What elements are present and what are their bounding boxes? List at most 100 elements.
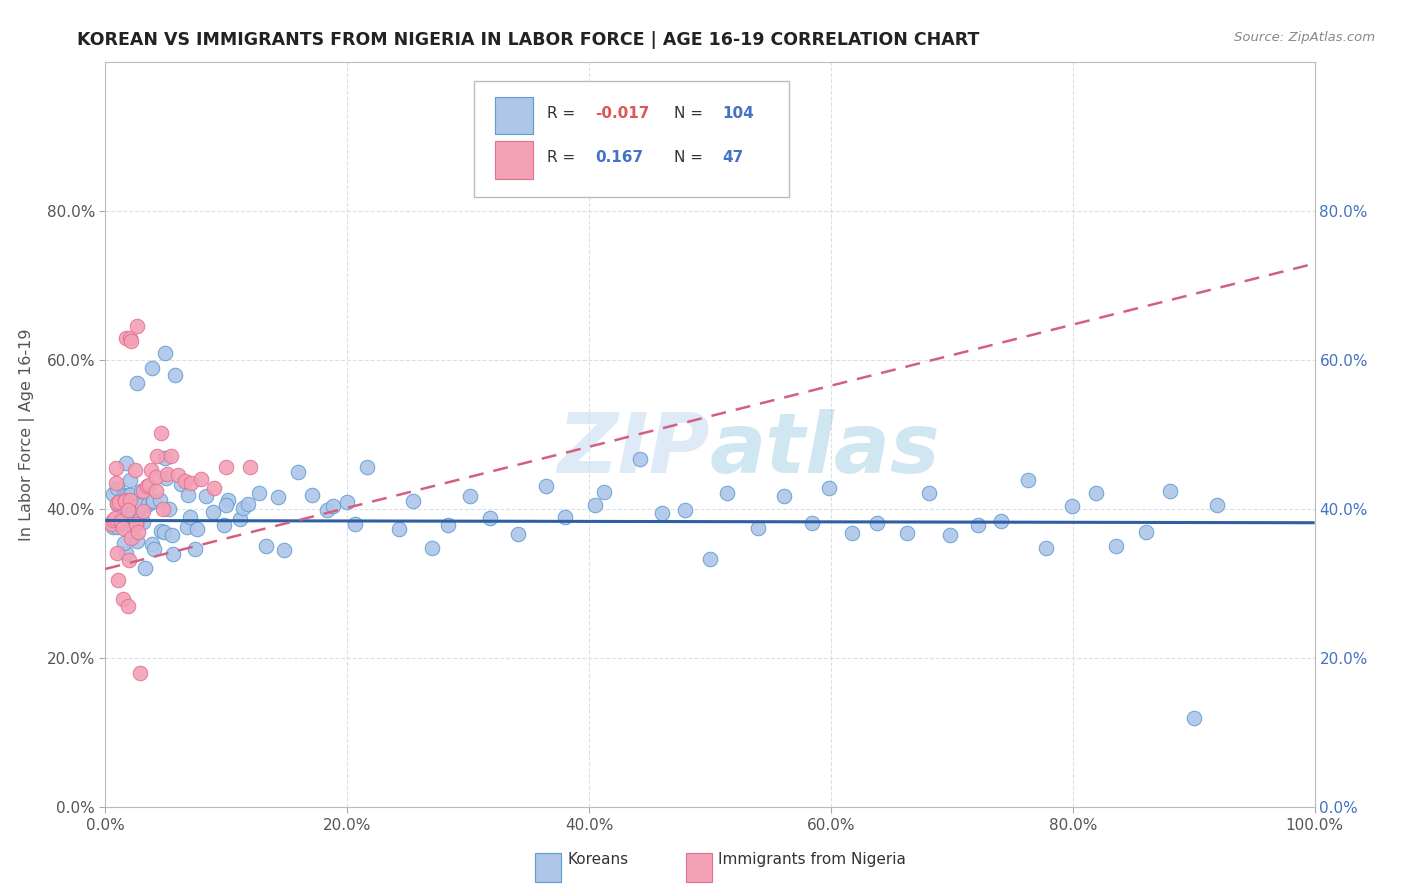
Point <box>134 499 156 513</box>
Point <box>125 517 148 532</box>
Point <box>150 524 173 539</box>
Point <box>132 504 155 518</box>
Point <box>145 470 167 484</box>
Point <box>1206 498 1229 512</box>
Point <box>651 506 673 520</box>
Point <box>592 484 614 499</box>
Point <box>111 591 134 606</box>
Point <box>918 486 941 500</box>
Point <box>322 500 344 514</box>
Point <box>122 521 145 535</box>
Point <box>128 513 150 527</box>
Point <box>156 467 179 482</box>
Point <box>236 497 259 511</box>
Point <box>673 503 696 517</box>
Point <box>134 561 156 575</box>
Point <box>139 463 162 477</box>
Point <box>153 346 176 360</box>
Point <box>104 510 127 524</box>
Point <box>273 542 295 557</box>
Point <box>125 534 148 549</box>
Point <box>583 498 606 512</box>
Point <box>336 494 359 508</box>
Point <box>127 525 149 540</box>
Point <box>436 517 458 532</box>
Point <box>120 492 142 507</box>
Point <box>155 451 177 466</box>
FancyBboxPatch shape <box>474 81 789 196</box>
Point <box>1035 541 1057 556</box>
Point <box>194 489 217 503</box>
Point <box>125 376 148 390</box>
Point <box>118 488 141 502</box>
Point <box>142 493 165 508</box>
Point <box>118 553 141 567</box>
Point <box>212 518 235 533</box>
Point <box>114 457 136 471</box>
Text: R =: R = <box>547 150 579 165</box>
Point <box>896 525 918 540</box>
Point <box>190 472 212 486</box>
Point <box>153 525 176 540</box>
Point <box>117 503 139 517</box>
Point <box>105 461 128 475</box>
Point <box>747 521 769 535</box>
Point <box>554 509 576 524</box>
FancyBboxPatch shape <box>495 142 533 178</box>
FancyBboxPatch shape <box>495 96 533 134</box>
Point <box>105 482 128 496</box>
Point <box>1017 473 1039 487</box>
Point <box>105 496 128 510</box>
Point <box>1159 484 1181 499</box>
Point <box>773 489 796 503</box>
Point <box>287 466 309 480</box>
Point <box>967 518 990 533</box>
Point <box>112 499 135 513</box>
Point <box>138 478 160 492</box>
Point <box>179 510 201 524</box>
Point <box>112 503 135 517</box>
Point <box>120 334 142 348</box>
Point <box>105 546 128 560</box>
Point <box>866 516 889 530</box>
Point <box>165 368 187 383</box>
Point <box>121 506 143 520</box>
Point <box>167 468 190 483</box>
Point <box>1060 500 1083 514</box>
Point <box>160 449 183 463</box>
Point <box>114 331 136 345</box>
Point <box>247 486 270 500</box>
Text: N =: N = <box>673 150 707 165</box>
Text: -0.017: -0.017 <box>595 105 650 120</box>
Point <box>124 463 146 477</box>
Point <box>131 484 153 499</box>
Point <box>152 501 174 516</box>
Point <box>201 505 224 519</box>
Point <box>141 537 163 551</box>
Point <box>120 331 142 345</box>
Point <box>232 500 254 515</box>
Point <box>254 540 277 554</box>
Point <box>131 499 153 513</box>
Text: ZIP: ZIP <box>557 409 710 491</box>
Point <box>990 514 1012 528</box>
Point <box>107 497 129 511</box>
Point <box>141 360 163 375</box>
Point <box>145 483 167 498</box>
Text: R =: R = <box>547 105 579 120</box>
Point <box>939 528 962 542</box>
FancyBboxPatch shape <box>534 854 561 881</box>
Point <box>114 545 136 559</box>
Point <box>111 516 134 530</box>
Point <box>801 516 824 530</box>
Text: Koreans: Koreans <box>568 852 628 867</box>
Point <box>110 514 132 528</box>
Point <box>162 547 184 561</box>
Point <box>180 475 202 490</box>
Point <box>356 459 378 474</box>
Point <box>228 512 250 526</box>
Text: Source: ZipAtlas.com: Source: ZipAtlas.com <box>1234 31 1375 45</box>
Point <box>105 475 128 490</box>
FancyBboxPatch shape <box>686 854 713 881</box>
Point <box>107 573 129 587</box>
